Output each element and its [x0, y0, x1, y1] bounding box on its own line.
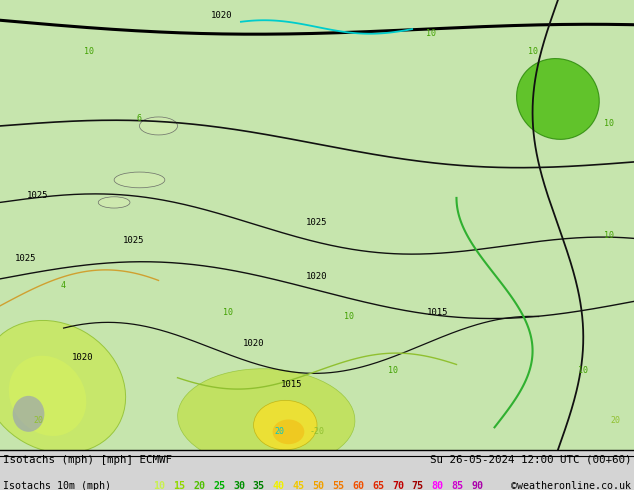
Text: 50: 50: [313, 481, 325, 490]
Text: 10: 10: [153, 481, 165, 490]
Text: 1025: 1025: [122, 236, 144, 245]
Ellipse shape: [254, 400, 317, 450]
Text: 4: 4: [61, 281, 66, 290]
Text: 20: 20: [610, 416, 620, 425]
Text: 20: 20: [274, 427, 284, 436]
Text: 20: 20: [33, 416, 43, 425]
Text: Su 26-05-2024 12:00 UTC (00+60): Su 26-05-2024 12:00 UTC (00+60): [430, 455, 631, 465]
Ellipse shape: [273, 419, 304, 444]
Text: 20: 20: [193, 481, 205, 490]
Text: 60: 60: [353, 481, 364, 490]
Text: 1025: 1025: [27, 191, 49, 200]
Text: 85: 85: [451, 481, 463, 490]
Text: 1020: 1020: [306, 272, 328, 281]
Text: 35: 35: [253, 481, 265, 490]
Ellipse shape: [0, 320, 126, 453]
Text: Isotachs 10m (mph): Isotachs 10m (mph): [3, 481, 110, 490]
Ellipse shape: [139, 117, 178, 135]
Text: 10: 10: [388, 367, 398, 375]
Ellipse shape: [13, 396, 44, 432]
Text: 30: 30: [233, 481, 245, 490]
Text: 6: 6: [137, 115, 142, 123]
Text: 10: 10: [604, 119, 614, 128]
Text: 45: 45: [292, 481, 304, 490]
Text: 70: 70: [392, 481, 404, 490]
Text: 10: 10: [344, 312, 354, 321]
Text: 1020: 1020: [72, 353, 93, 362]
Text: 1020: 1020: [243, 340, 264, 348]
Text: 40: 40: [273, 481, 285, 490]
Text: 10: 10: [84, 47, 94, 56]
Text: 1025: 1025: [306, 218, 328, 227]
Text: -20: -20: [309, 427, 325, 436]
Text: Isotachs (mph) [mph] ECMWF: Isotachs (mph) [mph] ECMWF: [3, 455, 172, 465]
Text: 1020: 1020: [211, 11, 233, 20]
Ellipse shape: [9, 356, 86, 436]
Ellipse shape: [98, 197, 130, 208]
Text: 15: 15: [173, 481, 185, 490]
Text: 65: 65: [372, 481, 384, 490]
Text: 10: 10: [223, 308, 233, 317]
Ellipse shape: [178, 369, 355, 468]
Text: 1015: 1015: [427, 308, 448, 317]
Text: ©weatheronline.co.uk: ©weatheronline.co.uk: [512, 481, 631, 490]
Text: 10: 10: [426, 29, 436, 38]
Text: 80: 80: [432, 481, 444, 490]
Text: 10: 10: [527, 47, 538, 56]
Text: 10: 10: [578, 367, 588, 375]
Text: 10: 10: [604, 231, 614, 241]
Text: 1025: 1025: [15, 254, 36, 263]
Text: 1015: 1015: [281, 380, 302, 389]
Text: 90: 90: [472, 481, 484, 490]
Ellipse shape: [114, 172, 165, 188]
Text: 25: 25: [213, 481, 225, 490]
Text: 75: 75: [412, 481, 424, 490]
Text: 55: 55: [332, 481, 344, 490]
Ellipse shape: [517, 58, 599, 139]
